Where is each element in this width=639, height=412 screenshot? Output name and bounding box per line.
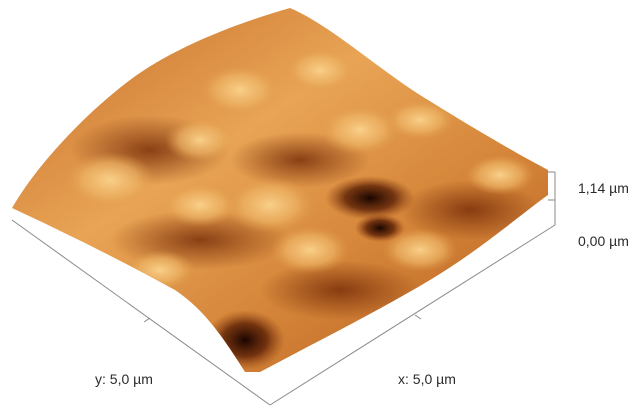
- axis-lines: [11, 171, 556, 406]
- z-min-label: 0,00 µm: [578, 233, 629, 249]
- x-axis-line: [269, 224, 556, 406]
- x-axis-label: x: 5,0 µm: [398, 371, 456, 387]
- y-axis-label: y: 5,0 µm: [95, 371, 153, 387]
- y-axis-line: [11, 219, 271, 406]
- z-max-label: 1,14 µm: [578, 180, 629, 196]
- x-axis-tick: [414, 314, 422, 320]
- y-axis-tick: [143, 317, 151, 323]
